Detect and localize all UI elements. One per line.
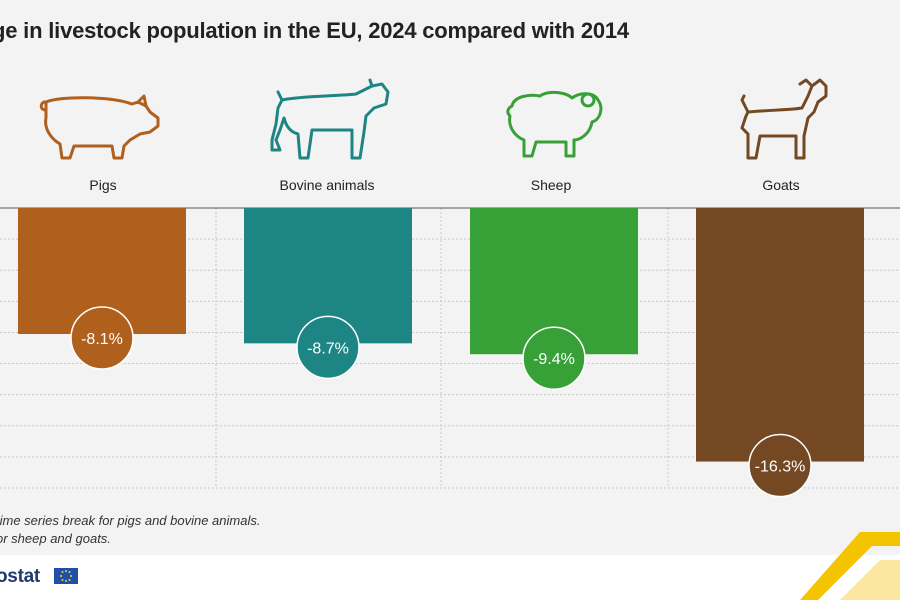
category-label-sheep: Sheep	[531, 177, 572, 193]
value-badge-pigs	[70, 306, 134, 370]
value-label-sheep: -9.4%	[533, 351, 575, 368]
eu-flag-icon	[54, 568, 78, 584]
category-label-pigs: Pigs	[89, 177, 116, 193]
value-badge-sheep	[522, 326, 586, 390]
footer-bar	[0, 555, 900, 600]
chart-title: ge in livestock population in the EU, 20…	[0, 18, 629, 43]
pig-icon	[39, 94, 160, 160]
cow-icon	[270, 78, 390, 160]
sheep-icon	[506, 90, 603, 158]
bar-goats	[696, 208, 864, 462]
value-label-bovine: -8.7%	[307, 340, 349, 357]
value-labels: -8.1% -8.7% -9.4% -16.3%	[70, 306, 812, 498]
value-label-goats: -16.3%	[755, 459, 806, 476]
eurostat-logo-text: ostat	[0, 566, 40, 587]
goat-icon	[740, 78, 828, 160]
value-badge-goats	[748, 433, 812, 498]
category-label-goats: Goats	[762, 177, 799, 193]
footnote-1: time series break for pigs and bovine an…	[0, 513, 261, 528]
value-badge-bovine	[296, 315, 360, 380]
footnote-2: or sheep and goats.	[0, 531, 111, 546]
value-label-pigs: -8.1%	[81, 331, 123, 348]
category-label-bovine: Bovine animals	[280, 177, 375, 193]
